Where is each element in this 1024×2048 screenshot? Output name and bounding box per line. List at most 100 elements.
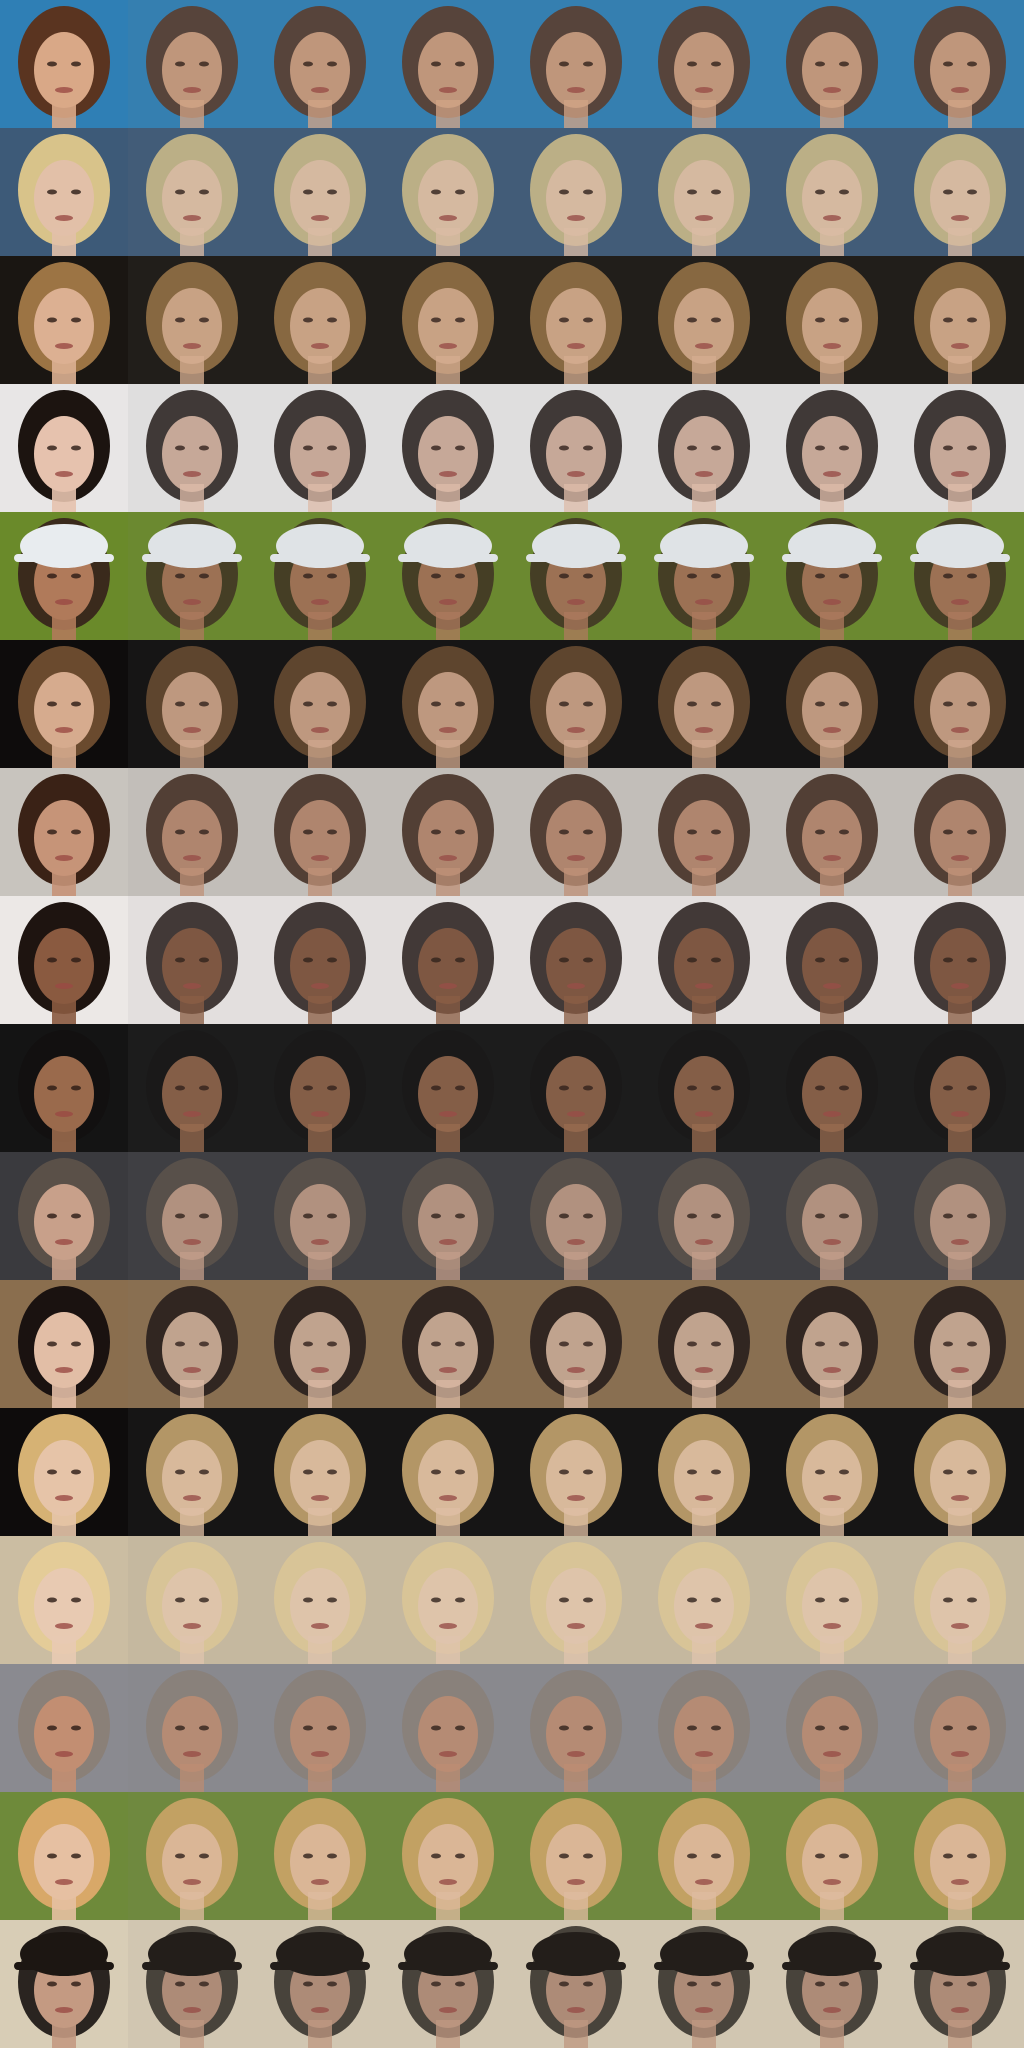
- neck: [436, 1764, 460, 1792]
- eye-right: [583, 1341, 593, 1347]
- mouth: [823, 727, 841, 733]
- artifact-overlay: [896, 1024, 1024, 1152]
- eye-left: [47, 317, 57, 323]
- eye-left: [47, 1597, 57, 1603]
- face: [802, 1184, 862, 1260]
- eye-right: [583, 1853, 593, 1859]
- artifact-overlay: [384, 256, 512, 384]
- artifact-overlay: [640, 384, 768, 512]
- mouth: [567, 1623, 585, 1629]
- artifact-overlay: [384, 1536, 512, 1664]
- face-tile: [256, 384, 384, 512]
- mouth: [311, 599, 329, 605]
- eye-left: [943, 1085, 953, 1091]
- eye-left: [687, 1341, 697, 1347]
- artifact-overlay: [128, 1408, 256, 1536]
- eye-right: [455, 573, 465, 579]
- neck: [180, 1892, 204, 1920]
- mouth: [439, 215, 457, 221]
- eye-left: [175, 1725, 185, 1731]
- neck: [52, 1380, 76, 1408]
- mouth: [183, 1239, 201, 1245]
- neck: [436, 1252, 460, 1280]
- face-tile: [896, 1664, 1024, 1792]
- neck: [820, 868, 844, 896]
- face: [802, 32, 862, 108]
- mouth: [183, 87, 201, 93]
- face: [546, 1184, 606, 1260]
- face-tile: [0, 512, 128, 640]
- eye-right: [199, 1981, 209, 1987]
- neck: [180, 484, 204, 512]
- face: [802, 1824, 862, 1900]
- face-tile: [512, 640, 640, 768]
- face-tile: [640, 640, 768, 768]
- mouth: [951, 2007, 969, 2013]
- face-tile: [128, 1280, 256, 1408]
- face-tile: [128, 512, 256, 640]
- eye-left: [687, 573, 697, 579]
- neck: [308, 1636, 332, 1664]
- eye-left: [175, 1085, 185, 1091]
- face: [674, 1696, 734, 1772]
- eye-left: [175, 829, 185, 835]
- eye-left: [815, 1853, 825, 1859]
- mouth: [951, 599, 969, 605]
- neck: [436, 612, 460, 640]
- eye-right: [199, 1725, 209, 1731]
- artifact-overlay: [768, 1920, 896, 2048]
- face-tile: [0, 128, 128, 256]
- mouth: [439, 1623, 457, 1629]
- eye-left: [559, 957, 569, 963]
- face: [546, 1824, 606, 1900]
- face-tile: [256, 1536, 384, 1664]
- mouth: [951, 87, 969, 93]
- eye-right: [455, 61, 465, 67]
- neck: [52, 1124, 76, 1152]
- face: [546, 1056, 606, 1132]
- neck: [180, 2020, 204, 2048]
- face-tile: [768, 0, 896, 128]
- face: [418, 1056, 478, 1132]
- eye-left: [687, 189, 697, 195]
- face-tile: [512, 128, 640, 256]
- face-tile: [640, 0, 768, 128]
- neck: [180, 1380, 204, 1408]
- face-tile: [0, 1792, 128, 1920]
- artifact-overlay: [384, 0, 512, 128]
- mouth: [183, 1495, 201, 1501]
- eye-left: [47, 189, 57, 195]
- artifact-overlay: [896, 1152, 1024, 1280]
- eye-right: [199, 1597, 209, 1603]
- face: [674, 1056, 734, 1132]
- neck: [308, 740, 332, 768]
- eye-right: [455, 1981, 465, 1987]
- artifact-overlay: [640, 1408, 768, 1536]
- face-tile: [896, 1024, 1024, 1152]
- artifact-overlay: [512, 1408, 640, 1536]
- face-tile: [512, 1152, 640, 1280]
- eye-right: [455, 445, 465, 451]
- hat-brim: [270, 554, 370, 562]
- face: [418, 1184, 478, 1260]
- mouth: [55, 1623, 73, 1629]
- face-tile: [128, 640, 256, 768]
- face-tile: [896, 1792, 1024, 1920]
- neck: [436, 2020, 460, 2048]
- mouth: [183, 727, 201, 733]
- face: [802, 928, 862, 1004]
- face: [34, 1440, 94, 1516]
- face: [674, 1440, 734, 1516]
- face: [930, 800, 990, 876]
- artifact-overlay: [896, 896, 1024, 1024]
- neck: [308, 1252, 332, 1280]
- mouth: [183, 343, 201, 349]
- face-tile: [256, 0, 384, 128]
- neck: [436, 1892, 460, 1920]
- hat-brim: [14, 554, 114, 562]
- face-tile: [256, 1664, 384, 1792]
- face-tile: [896, 512, 1024, 640]
- face: [34, 672, 94, 748]
- mouth: [55, 727, 73, 733]
- neck: [52, 356, 76, 384]
